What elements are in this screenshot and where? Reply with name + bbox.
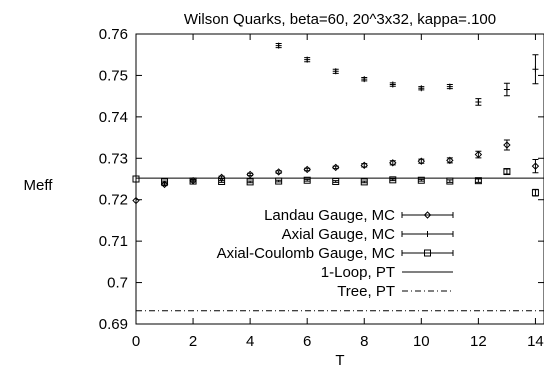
axial-gauge-mc-point	[532, 66, 539, 73]
axial-gauge-mc-point	[389, 81, 396, 88]
landau-gauge-mc-errorbar	[446, 157, 453, 164]
y-tick-label: 0.69	[99, 316, 128, 333]
legend-key-axial-coulomb-gauge-mc	[401, 250, 454, 256]
landau-gauge-mc-errorbar	[389, 160, 396, 166]
landau-gauge-mc-errorbar	[418, 158, 425, 164]
chart-title: Wilson Quarks, beta=60, 20^3x32, kappa=.…	[184, 11, 496, 28]
landau-gauge-mc-point	[417, 157, 426, 165]
axial-gauge-mc-point	[503, 86, 510, 93]
axial-coulomb-gauge-mc-point	[132, 175, 140, 183]
axial-coulomb-gauge-mc-errorbar	[361, 180, 368, 184]
x-tick-label: 2	[189, 333, 197, 350]
axial-coulomb-gauge-mc-errorbar	[161, 180, 168, 184]
axial-gauge-mc-point	[418, 85, 425, 92]
x-tick-label: 0	[132, 333, 140, 350]
y-tick-label: 0.75	[99, 67, 128, 84]
legend-label-landau-gauge-mc: Landau Gauge, MC	[264, 207, 395, 224]
axial-coulomb-gauge-mc-errorbar	[446, 179, 453, 183]
axial-coulomb-gauge-mc-point	[332, 177, 340, 185]
y-tick-label: 0.7	[107, 275, 128, 292]
y-tick-label: 0.76	[99, 26, 128, 43]
legend-marker-axial-gauge-mc	[424, 231, 431, 237]
y-tick-label: 0.72	[99, 192, 128, 209]
landau-gauge-mc-point	[274, 168, 283, 176]
x-tick-label: 4	[246, 333, 254, 350]
y-tick-label: 0.71	[99, 233, 128, 250]
data-marks-layer	[132, 42, 540, 205]
axial-gauge-mc-point	[275, 42, 282, 49]
legend: Landau Gauge, MC Axial Gauge, MC Axial-Cou…	[217, 207, 454, 300]
landau-gauge-mc-point	[446, 156, 454, 165]
axial-coulomb-gauge-mc-point	[503, 168, 511, 176]
axial-coulomb-gauge-mc-point	[474, 177, 482, 185]
axial-coulomb-gauge-mc-point	[275, 177, 283, 185]
ticks-layer: 0 2 4 6 8 10 12 14 0.69 0.7 0.71 0.72 0.73 0.74 0.75 0.…	[99, 26, 544, 350]
x-tick-label: 12	[470, 333, 487, 350]
axial-gauge-mc-point	[446, 83, 453, 90]
axial-coulomb-gauge-mc-point	[446, 177, 454, 185]
axial-coulomb-gauge-mc-errorbar	[389, 178, 396, 182]
landau-gauge-mc-point	[503, 141, 511, 149]
axial-coulomb-gauge-mc-errorbar	[218, 180, 225, 183]
x-tick-label: 6	[303, 333, 311, 350]
legend-marker-landau-gauge-mc	[423, 211, 432, 219]
x-axis-label: T	[335, 352, 344, 367]
axial-coulomb-gauge-mc-point	[389, 176, 397, 184]
axial-gauge-mc-point	[475, 98, 482, 105]
axial-coulomb-gauge-mc-point	[303, 176, 311, 184]
axial-coulomb-gauge-mc-errorbar	[418, 178, 425, 182]
axial-coulomb-gauge-mc-errorbar	[275, 179, 282, 183]
axial-gauge-mc-point	[332, 68, 339, 75]
landau-gauge-mc-point	[531, 162, 540, 170]
axial-coulomb-gauge-mc-point	[161, 178, 169, 186]
axial-coulomb-gauge-mc-point	[531, 189, 539, 197]
axial-coulomb-gauge-mc-point	[417, 176, 425, 184]
axial-gauge-mc-point	[361, 76, 368, 83]
reference-lines-layer	[136, 177, 544, 312]
axial-coulomb-gauge-mc-errorbar	[190, 179, 197, 183]
landau-gauge-mc-point	[389, 159, 397, 167]
legend-label-tree-pt: Tree, PT	[337, 283, 395, 300]
plot-frame	[135, 33, 544, 325]
y-tick-label: 0.73	[99, 150, 128, 167]
axial-coulomb-gauge-mc-point	[360, 178, 368, 186]
axial-coulomb-gauge-mc-point	[246, 178, 254, 186]
legend-marker-axial-coulomb-gauge-mc	[424, 249, 431, 257]
x-tick-label: 8	[360, 333, 368, 350]
axial-coulomb-gauge-mc-errorbar	[247, 180, 254, 184]
axial-gauge-mc-point	[304, 56, 311, 63]
axial-coulomb-gauge-mc-point	[189, 177, 197, 185]
x-tick-label: 10	[413, 333, 430, 350]
landau-gauge-mc-point	[160, 180, 169, 189]
legend-label-1-loop-pt: 1-Loop, PT	[321, 264, 395, 281]
landau-gauge-mc-errorbar	[532, 159, 539, 174]
landau-gauge-mc-point	[303, 165, 311, 174]
axial-coulomb-gauge-mc-errorbar	[475, 178, 482, 183]
axial-coulomb-gauge-mc-errorbar	[532, 188, 539, 197]
landau-gauge-mc-point	[332, 163, 340, 172]
axial-coulomb-gauge-mc-errorbar	[332, 180, 339, 183]
y-axis-label: Meff	[24, 177, 54, 194]
x-tick-label: 14	[527, 333, 544, 350]
legend-key-landau-gauge-mc	[401, 212, 454, 218]
axial-coulomb-gauge-mc-errorbar	[304, 178, 311, 182]
y-tick-label: 0.74	[99, 109, 128, 126]
axial-coulomb-gauge-mc-point	[218, 177, 226, 185]
legend-label-axial-gauge-mc: Axial Gauge, MC	[282, 226, 396, 243]
landau-gauge-mc-point	[132, 196, 140, 205]
landau-gauge-mc-point	[360, 161, 368, 170]
axial-coulomb-gauge-mc-errorbar	[503, 168, 510, 175]
landau-gauge-mc-point	[474, 150, 483, 159]
legend-label-axial-coulomb-gauge-mc: Axial-Coulomb Gauge, MC	[217, 245, 396, 262]
landau-gauge-mc-point	[246, 170, 254, 179]
